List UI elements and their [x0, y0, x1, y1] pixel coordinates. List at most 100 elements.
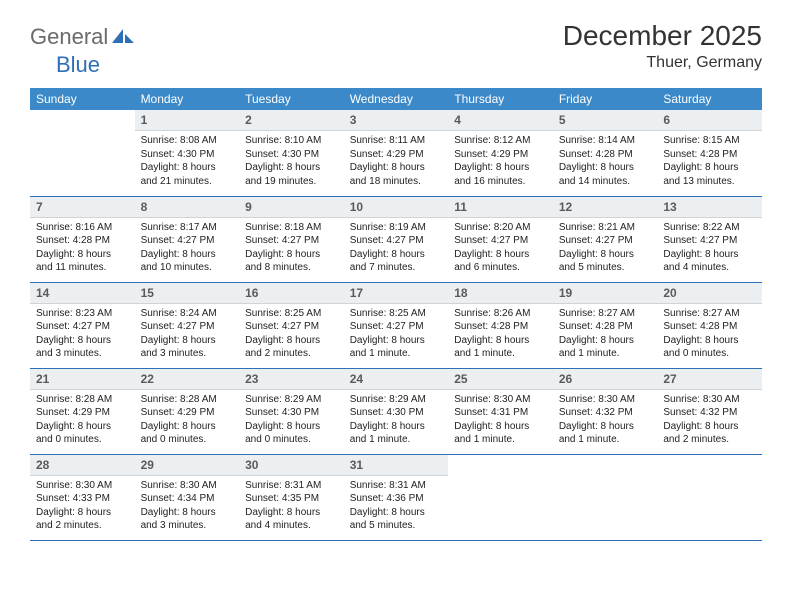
calendar-body: 1Sunrise: 8:08 AMSunset: 4:30 PMDaylight… [30, 110, 762, 540]
sunset-text: Sunset: 4:30 PM [245, 406, 338, 420]
day-details: Sunrise: 8:22 AMSunset: 4:27 PMDaylight:… [657, 218, 762, 279]
day-details: Sunrise: 8:17 AMSunset: 4:27 PMDaylight:… [135, 218, 240, 279]
daylight-text: Daylight: 8 hours and 6 minutes. [454, 248, 547, 275]
calendar-day-cell: 29Sunrise: 8:30 AMSunset: 4:34 PMDayligh… [135, 454, 240, 540]
sunset-text: Sunset: 4:30 PM [141, 148, 234, 162]
calendar-day-cell: 8Sunrise: 8:17 AMSunset: 4:27 PMDaylight… [135, 196, 240, 282]
calendar-page: General December 2025 Thuer, Germany Blu… [0, 0, 792, 561]
sunrise-text: Sunrise: 8:28 AM [141, 393, 234, 407]
weekday-header: Wednesday [344, 88, 449, 110]
calendar-day-cell: 12Sunrise: 8:21 AMSunset: 4:27 PMDayligh… [553, 196, 658, 282]
weekday-header: Monday [135, 88, 240, 110]
sunrise-text: Sunrise: 8:10 AM [245, 134, 338, 148]
day-details: Sunrise: 8:18 AMSunset: 4:27 PMDaylight:… [239, 218, 344, 279]
daylight-text: Daylight: 8 hours and 21 minutes. [141, 161, 234, 188]
sunset-text: Sunset: 4:27 PM [350, 320, 443, 334]
sunrise-text: Sunrise: 8:20 AM [454, 221, 547, 235]
sunset-text: Sunset: 4:27 PM [559, 234, 652, 248]
sunset-text: Sunset: 4:30 PM [350, 406, 443, 420]
calendar-day-cell: 30Sunrise: 8:31 AMSunset: 4:35 PMDayligh… [239, 454, 344, 540]
day-details: Sunrise: 8:28 AMSunset: 4:29 PMDaylight:… [30, 390, 135, 451]
daylight-text: Daylight: 8 hours and 3 minutes. [141, 334, 234, 361]
daylight-text: Daylight: 8 hours and 2 minutes. [245, 334, 338, 361]
day-number: 29 [135, 455, 240, 476]
daylight-text: Daylight: 8 hours and 2 minutes. [36, 506, 129, 533]
weekday-header: Tuesday [239, 88, 344, 110]
sunset-text: Sunset: 4:29 PM [36, 406, 129, 420]
daylight-text: Daylight: 8 hours and 1 minute. [350, 334, 443, 361]
calendar-day-cell [448, 454, 553, 540]
calendar-day-cell: 7Sunrise: 8:16 AMSunset: 4:28 PMDaylight… [30, 196, 135, 282]
day-number: 5 [553, 110, 658, 131]
day-details: Sunrise: 8:16 AMSunset: 4:28 PMDaylight:… [30, 218, 135, 279]
sunset-text: Sunset: 4:34 PM [141, 492, 234, 506]
day-details: Sunrise: 8:23 AMSunset: 4:27 PMDaylight:… [30, 304, 135, 365]
calendar-day-cell: 25Sunrise: 8:30 AMSunset: 4:31 PMDayligh… [448, 368, 553, 454]
day-details: Sunrise: 8:29 AMSunset: 4:30 PMDaylight:… [239, 390, 344, 451]
day-number: 6 [657, 110, 762, 131]
sunrise-text: Sunrise: 8:21 AM [559, 221, 652, 235]
day-details: Sunrise: 8:08 AMSunset: 4:30 PMDaylight:… [135, 131, 240, 192]
calendar-day-cell: 11 Sunrise: 8:20 AMSunset: 4:27 PMDayligh… [448, 196, 553, 282]
location: Thuer, Germany [563, 54, 762, 72]
sunset-text: Sunset: 4:28 PM [663, 320, 756, 334]
sunrise-text: Sunrise: 8:30 AM [36, 479, 129, 493]
sunrise-text: Sunrise: 8:29 AM [350, 393, 443, 407]
logo-sail-icon [112, 26, 134, 49]
calendar-day-cell: 22Sunrise: 8:28 AMSunset: 4:29 PMDayligh… [135, 368, 240, 454]
calendar-day-cell: 17Sunrise: 8:25 AMSunset: 4:27 PMDayligh… [344, 282, 449, 368]
sunset-text: Sunset: 4:30 PM [245, 148, 338, 162]
calendar-day-cell: 1Sunrise: 8:08 AMSunset: 4:30 PMDaylight… [135, 110, 240, 196]
calendar-day-cell: 15Sunrise: 8:24 AMSunset: 4:27 PMDayligh… [135, 282, 240, 368]
sunrise-text: Sunrise: 8:31 AM [245, 479, 338, 493]
sunset-text: Sunset: 4:27 PM [36, 320, 129, 334]
sunrise-text: Sunrise: 8:08 AM [141, 134, 234, 148]
day-number: 16 [239, 283, 344, 304]
sunrise-text: Sunrise: 8:30 AM [559, 393, 652, 407]
day-number: 12 [553, 197, 658, 218]
sunset-text: Sunset: 4:32 PM [559, 406, 652, 420]
calendar-day-cell: 13Sunrise: 8:22 AMSunset: 4:27 PMDayligh… [657, 196, 762, 282]
sunset-text: Sunset: 4:32 PM [663, 406, 756, 420]
weekday-header: Thursday [448, 88, 553, 110]
day-number: 19 [553, 283, 658, 304]
sunset-text: Sunset: 4:27 PM [245, 234, 338, 248]
sunset-text: Sunset: 4:36 PM [350, 492, 443, 506]
day-number: 20 [657, 283, 762, 304]
daylight-text: Daylight: 8 hours and 1 minute. [559, 334, 652, 361]
logo-text-blue: Blue [56, 52, 100, 77]
daylight-text: Daylight: 8 hours and 4 minutes. [245, 506, 338, 533]
daylight-text: Daylight: 8 hours and 19 minutes. [245, 161, 338, 188]
sunrise-text: Sunrise: 8:12 AM [454, 134, 547, 148]
day-number: 1 [135, 110, 240, 131]
daylight-text: Daylight: 8 hours and 0 minutes. [245, 420, 338, 447]
sunrise-text: Sunrise: 8:14 AM [559, 134, 652, 148]
weekday-header-row: SundayMondayTuesdayWednesdayThursdayFrid… [30, 88, 762, 110]
sunrise-text: Sunrise: 8:27 AM [663, 307, 756, 321]
day-number: 11 [448, 197, 553, 218]
daylight-text: Daylight: 8 hours and 11 minutes. [36, 248, 129, 275]
weekday-header: Saturday [657, 88, 762, 110]
daylight-text: Daylight: 8 hours and 10 minutes. [141, 248, 234, 275]
sunrise-text: Sunrise: 8:25 AM [350, 307, 443, 321]
calendar-day-cell: 24Sunrise: 8:29 AMSunset: 4:30 PMDayligh… [344, 368, 449, 454]
day-details: Sunrise: 8:24 AMSunset: 4:27 PMDaylight:… [135, 304, 240, 365]
sunrise-text: Sunrise: 8:22 AM [663, 221, 756, 235]
sunset-text: Sunset: 4:29 PM [141, 406, 234, 420]
day-number: 27 [657, 369, 762, 390]
calendar-week-row: 28Sunrise: 8:30 AMSunset: 4:33 PMDayligh… [30, 454, 762, 540]
sunrise-text: Sunrise: 8:30 AM [141, 479, 234, 493]
calendar-week-row: 21Sunrise: 8:28 AMSunset: 4:29 PMDayligh… [30, 368, 762, 454]
calendar-day-cell: 26Sunrise: 8:30 AMSunset: 4:32 PMDayligh… [553, 368, 658, 454]
day-details: Sunrise: 8:26 AMSunset: 4:28 PMDaylight:… [448, 304, 553, 365]
day-details: Sunrise: 8:30 AMSunset: 4:33 PMDaylight:… [30, 476, 135, 537]
daylight-text: Daylight: 8 hours and 0 minutes. [663, 334, 756, 361]
daylight-text: Daylight: 8 hours and 7 minutes. [350, 248, 443, 275]
day-details: Sunrise: 8:30 AMSunset: 4:34 PMDaylight:… [135, 476, 240, 537]
daylight-text: Daylight: 8 hours and 18 minutes. [350, 161, 443, 188]
logo-text-general: General [30, 24, 108, 50]
day-details: Sunrise: 8:25 AMSunset: 4:27 PMDaylight:… [239, 304, 344, 365]
sunset-text: Sunset: 4:27 PM [454, 234, 547, 248]
day-number: 23 [239, 369, 344, 390]
daylight-text: Daylight: 8 hours and 14 minutes. [559, 161, 652, 188]
